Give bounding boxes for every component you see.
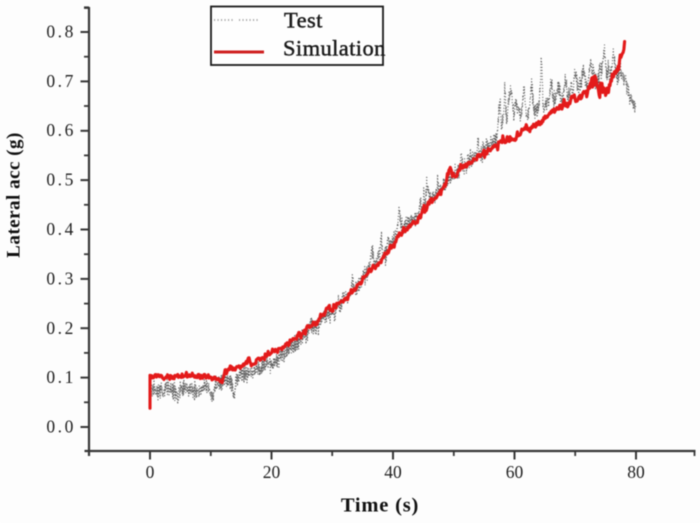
svg-text:0.4: 0.4	[46, 219, 76, 239]
svg-text:0.0: 0.0	[46, 417, 76, 437]
svg-text:0.6: 0.6	[46, 120, 76, 140]
svg-text:40: 40	[384, 462, 402, 482]
svg-text:0: 0	[146, 462, 155, 482]
svg-text:0.2: 0.2	[46, 318, 76, 338]
svg-text:0.3: 0.3	[46, 268, 76, 288]
svg-text:0.1: 0.1	[46, 367, 76, 387]
svg-text:20: 20	[263, 462, 281, 482]
svg-text:0.5: 0.5	[46, 170, 76, 190]
svg-text:Test: Test	[284, 8, 323, 33]
svg-text:0.7: 0.7	[46, 71, 76, 91]
svg-text:Time (s): Time (s)	[341, 495, 419, 517]
svg-text:80: 80	[627, 462, 645, 482]
svg-text:60: 60	[506, 462, 524, 482]
svg-text:0.8: 0.8	[46, 22, 76, 42]
svg-text:Lateral acc (g): Lateral acc (g)	[4, 132, 25, 258]
svg-text:Simulation: Simulation	[283, 36, 386, 61]
